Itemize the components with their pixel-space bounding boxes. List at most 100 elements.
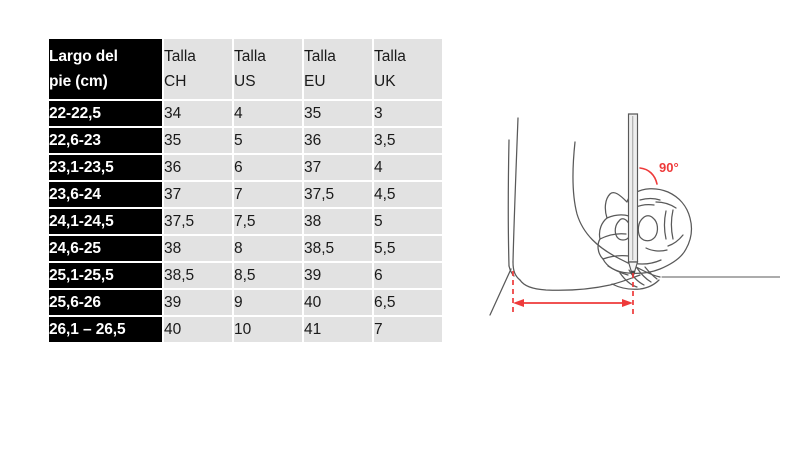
row-0-uk: 3 [374,101,442,126]
row-6-foot-length: 25,1-25,5 [49,263,162,288]
table-row: 22,6-23 35 5 36 3,5 [49,128,442,153]
row-2-foot-length: 23,1-23,5 [49,155,162,180]
hand-palm-line [602,255,630,260]
table-header-row: Largo del pie (cm) Talla CH Talla [49,39,442,99]
row-6-ch: 38,5 [164,263,232,288]
row-8-ch: 40 [164,317,232,342]
shoe-size-table: Largo del pie (cm) Talla CH Talla [47,37,444,344]
row-5-ch: 38 [164,236,232,261]
header-talla-us-line1: Talla [234,48,266,65]
header-foot-length-line2: pie (cm) [49,73,108,90]
table-row: 25,6-26 39 9 40 6,5 [49,290,442,315]
header-cell-talla-us: Talla US [234,39,302,99]
shoe-size-table-container: Largo del pie (cm) Talla CH Talla [47,37,443,344]
table-row: 25,1-25,5 38,5 8,5 39 6 [49,263,442,288]
toe-crease-4 [644,266,658,280]
row-5-uk: 5,5 [374,236,442,261]
foot-length-arrow [513,299,633,307]
row-5-us: 8 [234,236,302,261]
hand-top-crease [639,197,661,201]
row-4-us: 7,5 [234,209,302,234]
table-row: 23,1-23,5 36 6 37 4 [49,155,442,180]
finger-top-line [655,201,677,209]
row-1-eu: 36 [304,128,372,153]
pencil-icon [627,113,639,280]
table-row: 22-22,5 34 4 35 3 [49,101,442,126]
hand-crease-b [667,234,684,247]
shin-instep-line [572,141,621,260]
header-talla-eu-line1: Talla [304,48,336,65]
row-1-uk: 3,5 [374,128,442,153]
row-0-foot-length: 22-22,5 [49,101,162,126]
row-3-uk: 4,5 [374,182,442,207]
header-talla-uk-line2: UK [374,73,396,90]
row-2-uk: 4 [374,155,442,180]
header-foot-length-line1: Largo del [49,48,118,65]
row-4-uk: 5 [374,209,442,234]
forefoot-top-line [619,258,661,278]
header-cell-foot-length: Largo del pie (cm) [49,39,162,99]
row-3-eu: 37,5 [304,182,372,207]
row-0-eu: 35 [304,101,372,126]
header-talla-ch-line2: CH [164,73,187,90]
header-cell-talla-eu: Talla EU [304,39,372,99]
row-2-eu: 37 [304,155,372,180]
row-5-foot-length: 24,6-25 [49,236,162,261]
arrow-head-right [622,299,633,307]
heel-back [512,261,521,281]
toe-crease-2 [628,269,645,286]
row-6-uk: 6 [374,263,442,288]
finger-line-1 [663,210,667,240]
row-7-uk: 6,5 [374,290,442,315]
row-3-foot-length: 23,6-24 [49,182,162,207]
row-0-us: 4 [234,101,302,126]
table-row: 24,6-25 38 8 38,5 5,5 [49,236,442,261]
row-2-us: 6 [234,155,302,180]
row-7-us: 9 [234,290,302,315]
row-6-us: 8,5 [234,263,302,288]
wall-inner-line [507,139,510,267]
row-8-us: 10 [234,317,302,342]
row-6-eu: 39 [304,263,372,288]
wall-support-line [489,268,512,316]
hand-outline [597,188,692,274]
foot-measurement-diagram: 90° [480,110,780,320]
row-3-ch: 37 [164,182,232,207]
row-5-eu: 38,5 [304,236,372,261]
right-angle-arc [639,167,658,185]
row-7-ch: 39 [164,290,232,315]
header-cell-talla-uk: Talla UK [374,39,442,99]
row-0-ch: 34 [164,101,232,126]
header-talla-ch-line1: Talla [164,48,196,65]
arrow-head-left [513,299,524,307]
row-4-foot-length: 24,1-24,5 [49,209,162,234]
row-1-us: 5 [234,128,302,153]
angle-label: 90° [659,160,679,175]
header-talla-eu-line2: EU [304,73,326,90]
row-1-ch: 35 [164,128,232,153]
table-row: 24,1-24,5 37,5 7,5 38 5 [49,209,442,234]
header-talla-uk-line1: Talla [374,48,406,65]
row-3-us: 7 [234,182,302,207]
row-1-foot-length: 22,6-23 [49,128,162,153]
thumb-lower-line [599,233,627,240]
header-cell-talla-ch: Talla CH [164,39,232,99]
table-row: 26,1 – 26,5 40 10 41 7 [49,317,442,342]
row-7-eu: 40 [304,290,372,315]
wall-line [512,117,519,263]
toe-crease-3 [636,267,652,283]
measurement-annotations: 90° [512,160,679,315]
pencil-tip [627,261,639,280]
knuckle-nail-2 [637,215,659,242]
table-row: 23,6-24 37 7 37,5 4,5 [49,182,442,207]
row-8-eu: 41 [304,317,372,342]
hand-crease-c [645,247,668,252]
finger-line-2 [670,209,674,240]
header-talla-us-line2: US [234,73,256,90]
row-7-foot-length: 25,6-26 [49,290,162,315]
row-4-eu: 38 [304,209,372,234]
toe-crease-1 [619,272,638,288]
toe-outline [611,279,660,290]
row-2-ch: 36 [164,155,232,180]
